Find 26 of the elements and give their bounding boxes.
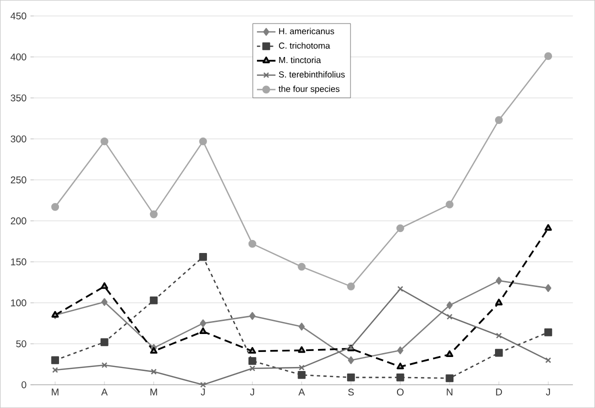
legend-label: C. trichotoma — [278, 42, 330, 49]
x-tick-label: M — [150, 388, 158, 396]
legend-label: S. terebinthifolius — [278, 71, 345, 78]
x-tick-label: J — [546, 388, 550, 396]
y-tick-label: 150 — [11, 258, 26, 266]
y-tick-label: 200 — [10, 217, 26, 224]
x-tick-label: M — [52, 388, 58, 396]
x-tick-label: J — [250, 388, 254, 396]
y-tick-label: 50 — [16, 340, 26, 348]
y-tick-label: 250 — [10, 176, 26, 184]
x-tick-label: D — [496, 388, 502, 396]
y-tick-label: 350 — [10, 94, 26, 102]
x-tick-label: J — [200, 388, 205, 396]
x-tick-label: O — [396, 388, 404, 396]
legend-label: the four species — [278, 86, 340, 94]
y-tick-label: 400 — [10, 53, 26, 60]
y-tick-label: 0 — [22, 381, 26, 388]
y-tick-label: 100 — [11, 299, 26, 306]
x-tick-label: N — [446, 388, 452, 396]
x-tick-label: A — [298, 388, 305, 396]
x-tick-label: A — [101, 388, 108, 396]
legend-label: M. tinctoria — [279, 56, 321, 64]
x-tick-label: S — [348, 388, 354, 396]
legend-label: H. americanus — [279, 28, 334, 34]
y-tick-label: 450 — [10, 12, 26, 20]
y-tick-label: 300 — [10, 135, 26, 142]
